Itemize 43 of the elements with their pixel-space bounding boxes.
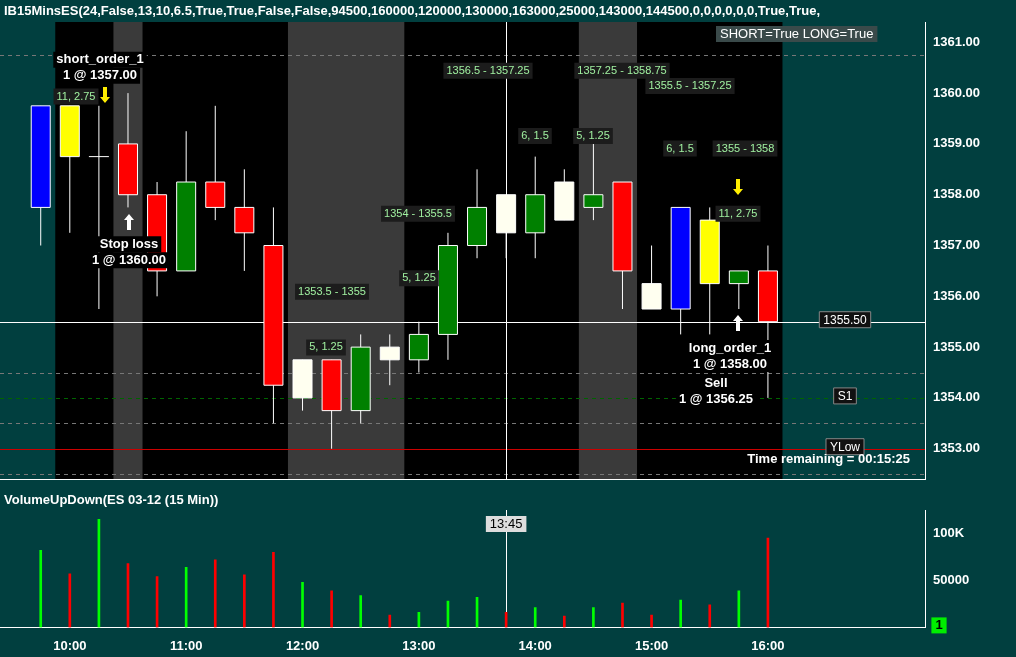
x-tick-label: 14:00 [518, 637, 552, 653]
annotation: 11, 2.75 [56, 89, 96, 102]
ref-line-label: 1355.50 [823, 313, 868, 328]
y-tick-label: 50000 [933, 572, 970, 588]
y-tick-label: 1359.00 [933, 135, 980, 151]
y-tick-label: 1353.00 [933, 440, 980, 456]
annotation: 5, 1.25 [309, 340, 343, 353]
x-tick-label: 13:00 [402, 637, 436, 653]
annotation: SHORT=True LONG=True [720, 25, 874, 41]
annotation: 1357.25 - 1358.75 [577, 63, 667, 76]
annotation: 5, 1.25 [402, 271, 436, 284]
annotation: 11, 2.75 [718, 206, 758, 219]
y-tick-label: 1358.00 [933, 186, 980, 202]
annotation: 1353.5 - 1355 [298, 284, 366, 297]
annotation: 1355 - 1358 [715, 141, 775, 154]
annotation: 5, 1.25 [576, 129, 610, 142]
chart-title: VolumeUpDown(ES 03-12 (15 Min)) [4, 491, 219, 507]
text: 1 [935, 616, 943, 632]
annotation: long_order_1 1 @ 1358.00 [688, 339, 772, 371]
y-tick-label: 1360.00 [933, 84, 980, 100]
x-tick-label: 15:00 [634, 637, 669, 653]
y-tick-label: 1355.00 [933, 338, 980, 354]
y-tick-label: 1357.00 [933, 237, 980, 253]
x-tick-label: 11:00 [169, 637, 203, 653]
annotation: short_order_1 1 @ 1357.00 [56, 51, 144, 83]
y-tick-label: 1356.00 [933, 287, 980, 303]
annotation: 6, 1.5 [666, 141, 694, 154]
ref-line-label: S1 [837, 389, 853, 404]
y-tick-label: 100K [933, 525, 965, 541]
x-tick-label: 12:00 [285, 637, 320, 653]
ref-line-label: YLow [829, 440, 861, 455]
chart-title: IB15MinsES(24,False,13,10,6.5,True,True,False,False,94500,160000,120000,130000,163000,25000,143000,144500,0,0,0,0,0,0,True,True, [4, 2, 820, 18]
annotation: 1356.5 - 1357.25 [446, 63, 530, 76]
y-tick-label: 1361.00 [933, 33, 980, 49]
annotation: Stop loss 1 @ 1360.00 [91, 235, 167, 267]
y-tick-label: 1354.00 [933, 389, 980, 405]
annotation: 1355.5 - 1357.25 [648, 79, 732, 92]
annotation: 13:45 [489, 515, 523, 531]
annotation: 1354 - 1355.5 [384, 206, 452, 219]
annotation: Sell 1 @ 1356.25 [678, 375, 754, 407]
annotation: 6, 1.5 [521, 129, 549, 142]
x-tick-label: 10:00 [53, 637, 87, 653]
x-tick-label: 16:00 [751, 637, 785, 653]
